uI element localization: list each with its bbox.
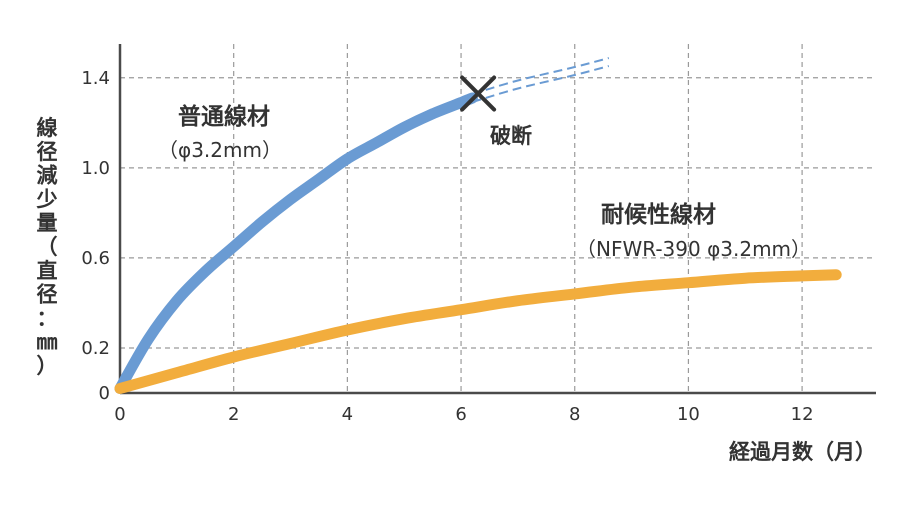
y-tick-label: 0.2 (81, 338, 110, 359)
y-tick-label: 0 (99, 383, 110, 404)
series-sublabel-weathering: （NFWR-390 φ3.2mm） (576, 237, 811, 261)
series-line-0 (114, 92, 478, 394)
series-label-weathering: 耐候性線材 (601, 201, 716, 228)
grid-layer (120, 44, 876, 393)
x-tick-label: 2 (228, 404, 239, 425)
break-x-stroke-2 (460, 75, 497, 112)
y-tick-label: 1.4 (81, 68, 110, 89)
y-tick-label: 1.0 (81, 158, 110, 179)
series-extrapolation-0-1 (472, 65, 610, 103)
series-line-1 (114, 269, 842, 394)
x-tick-label: 6 (455, 404, 466, 425)
series-label-normal: 普通線材 (178, 103, 270, 130)
series-sublabel-normal: （φ3.2mm） (158, 138, 282, 162)
break-x-icon (460, 75, 497, 112)
x-tick-label: 8 (569, 404, 580, 425)
x-axis-label: 経過月数（月） (729, 440, 876, 464)
tick-layer: 0 2 4 6 8 10 12 0 0.2 0.6 1.0 1.4 (81, 68, 813, 425)
series-layer (114, 57, 842, 394)
break-annotation: 破断 (490, 124, 532, 148)
axis-layer (118, 44, 876, 395)
x-tick-label: 0 (114, 404, 125, 425)
series-extrapolation-0-0 (472, 57, 610, 95)
x-tick-label: 10 (677, 404, 700, 425)
x-tick-label: 4 (342, 404, 353, 425)
y-axis-label: 線径減少量（直径：㎜） (36, 116, 58, 378)
y-tick-label: 0.6 (81, 248, 110, 269)
x-tick-label: 12 (791, 404, 814, 425)
